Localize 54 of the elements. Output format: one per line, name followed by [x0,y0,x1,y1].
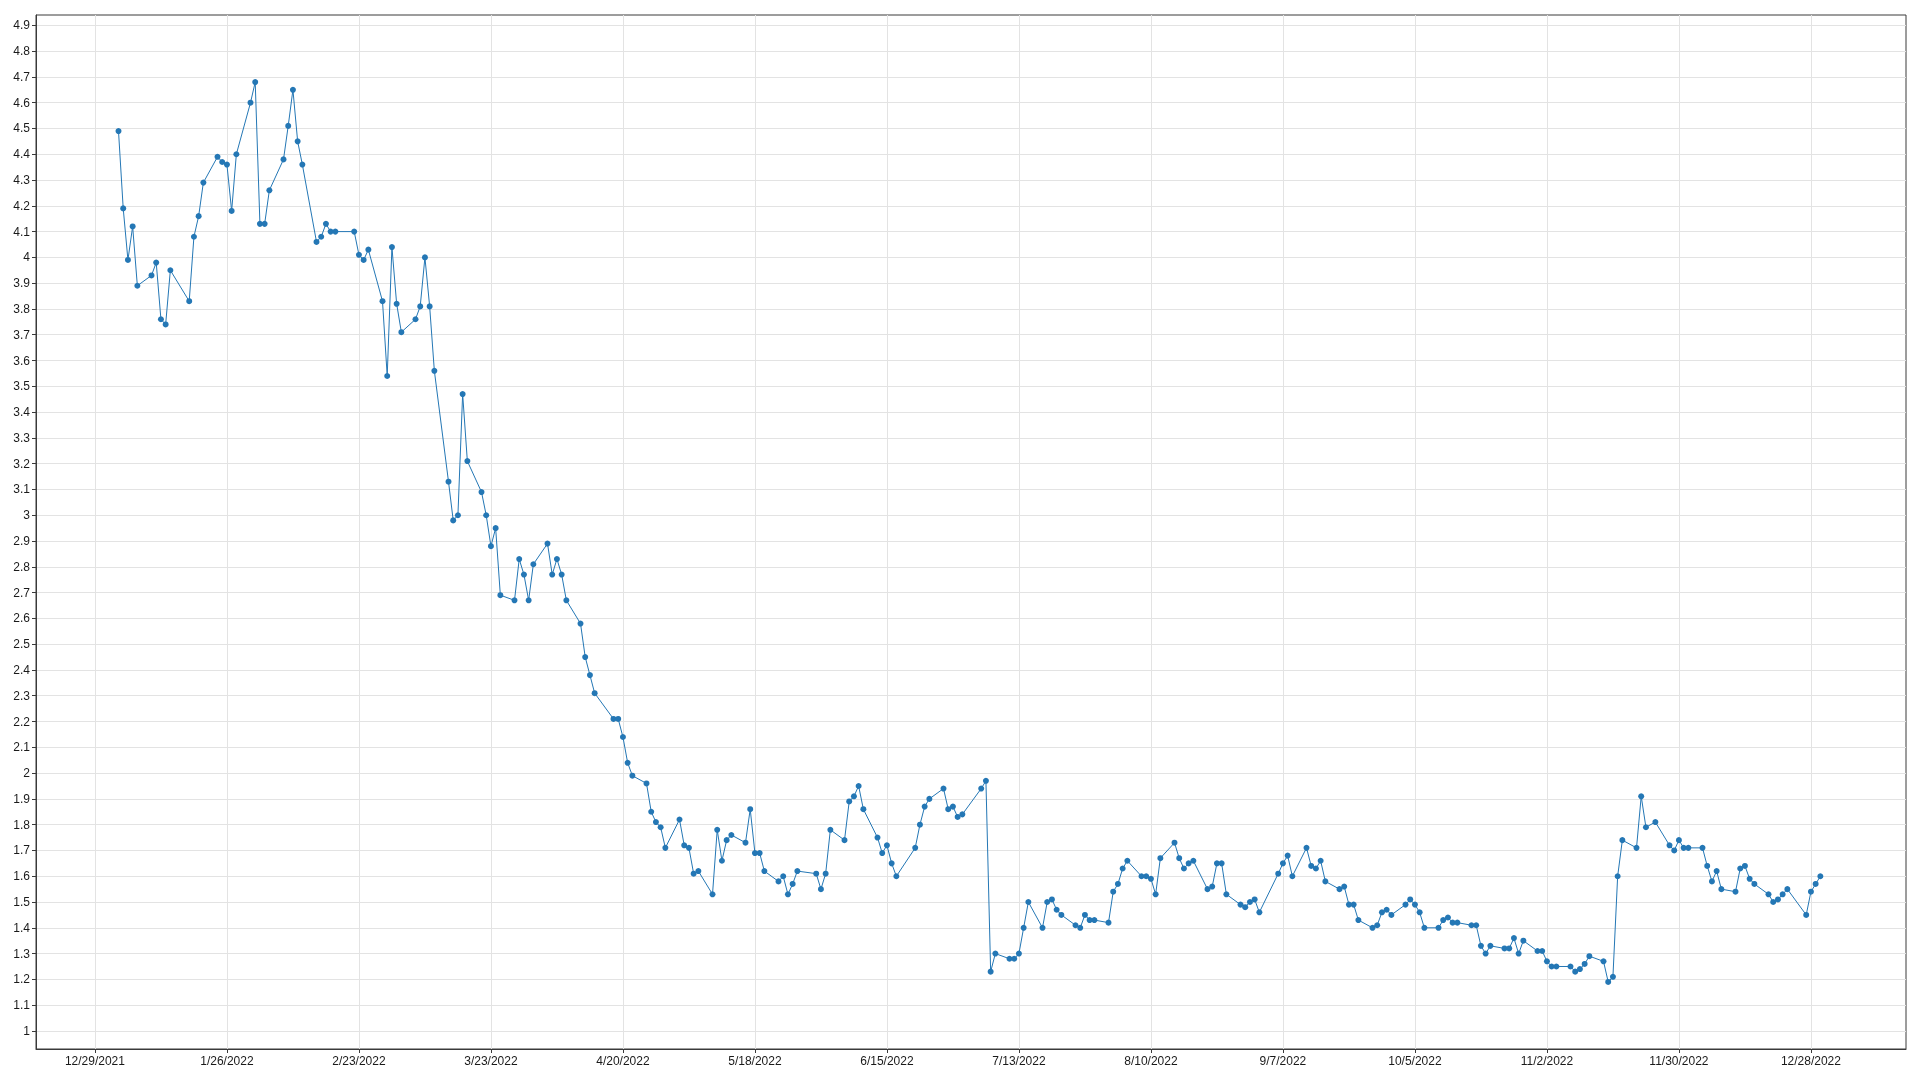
y-tick-label: 3 [23,508,31,523]
x-tick-label: 12/28/2022 [1780,1054,1842,1068]
y-tick-label: 4.7 [13,69,31,84]
y-tick-label: 3.6 [13,353,31,368]
y-tick-label: 2.7 [13,585,31,600]
y-tick-label: 3.2 [13,456,31,471]
x-tick-label: 11/2/2022 [1520,1054,1574,1068]
y-tick-label: 2.5 [13,637,31,652]
y-tick-label: 3.7 [13,327,31,342]
y-tick-label: 2 [23,766,31,781]
y-tick-label: 2.4 [13,662,31,677]
y-tick-label: 1.8 [13,817,31,832]
y-tick-label: 3.4 [13,405,31,420]
y-tick-label: 4 [23,250,31,265]
y-tick-label: 4.8 [13,44,31,59]
y-tick-label: 1.7 [13,843,31,858]
y-tick-label: 1.9 [13,791,31,806]
x-tick-label: 6/15/2022 [860,1054,914,1068]
x-tick-label: 1/26/2022 [200,1054,254,1068]
y-tick-label: 1.6 [13,869,31,884]
x-tick-label: 4/20/2022 [596,1054,650,1068]
y-tick-label: 3.9 [13,276,31,291]
y-tick-label: 1.2 [13,972,31,987]
x-tick-label: 10/5/2022 [1388,1054,1442,1068]
y-tick-label: 2.1 [13,740,31,755]
x-tick-label: 2/23/2022 [332,1054,386,1068]
x-tick-label: 7/13/2022 [992,1054,1046,1068]
y-tick-label: 3.5 [13,379,31,394]
y-tick-label: 4.6 [13,95,31,110]
y-tick-label: 4.9 [13,18,31,33]
y-tick-label: 1 [23,1023,31,1038]
x-tick-label: 8/10/2022 [1124,1054,1178,1068]
y-tick-label: 4.5 [13,121,31,136]
x-tick-label: 3/23/2022 [464,1054,518,1068]
y-tick-label: 3.1 [13,482,31,497]
y-tick-label: 1.1 [13,998,31,1013]
y-tick-label: 4.1 [13,224,31,239]
y-tick-label: 2.9 [13,534,31,549]
y-tick-label: 3.8 [13,301,31,316]
y-tick-label: 2.2 [13,714,31,729]
y-tick-label: 4.4 [13,147,31,162]
y-tick-label: 2.8 [13,559,31,574]
x-tick-label: 9/7/2022 [1259,1054,1307,1068]
x-tick-label: 5/18/2022 [728,1054,782,1068]
y-tick-label: 4.3 [13,173,31,188]
x-tick-label: 11/30/2022 [1649,1054,1709,1068]
y-tick-label: 1.4 [13,920,31,935]
y-tick-label: 2.3 [13,688,31,703]
y-tick-label: 1.3 [13,946,31,961]
y-tick-label: 2.6 [13,611,31,626]
y-tick-label: 1.5 [13,895,31,910]
y-tick-label: 4.2 [13,198,31,213]
x-tick-label: 12/29/2021 [64,1054,126,1068]
y-tick-label: 3.3 [13,430,31,445]
